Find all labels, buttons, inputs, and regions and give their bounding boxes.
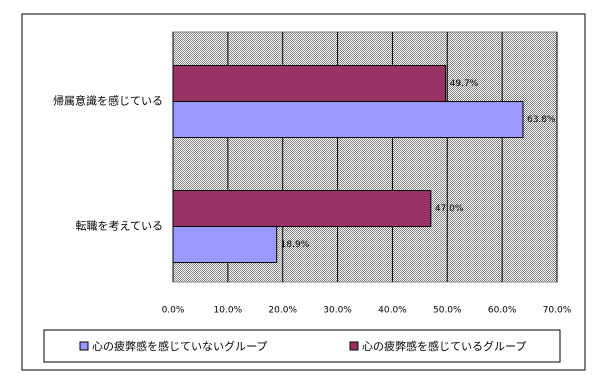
y-tick-label: 帰属意識を感じている [53,94,163,108]
legend-label: 心の疲弊感を感じていないグループ [92,339,267,353]
value-label: 18.9% [281,240,310,250]
x-tick-label: 0.0% [162,306,185,316]
x-tick-label: 20.0% [268,306,297,316]
bar [172,226,278,263]
legend [43,329,561,363]
bar [172,101,524,138]
bar [172,65,447,102]
x-tick-label: 10.0% [214,306,243,316]
x-tick-label: 40.0% [378,306,407,316]
y-tick-label: 転職を考えている [76,220,163,233]
value-label: 49.7% [450,79,479,89]
x-tick-label: 50.0% [433,306,462,316]
bar [172,190,432,227]
legend-swatch [79,341,89,351]
x-tick-label: 70.0% [543,306,572,316]
legend-label: 心の疲弊感を感じているグループ [362,339,526,353]
x-tick-label: 30.0% [323,306,352,316]
x-tick-label: 60.0% [488,306,517,316]
value-label: 47.0% [435,204,464,214]
value-label: 63.8% [527,115,556,125]
legend-swatch [349,341,359,351]
